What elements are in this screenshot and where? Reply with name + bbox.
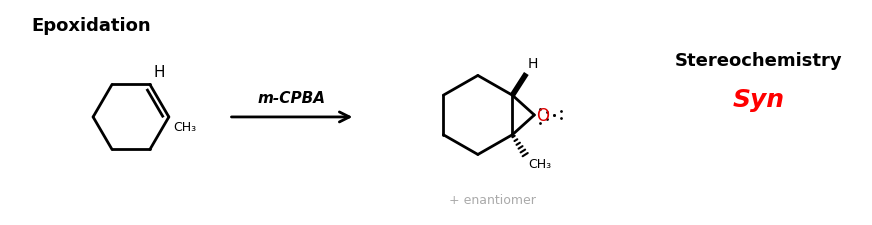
Text: O: O (536, 106, 549, 124)
Text: Syn: Syn (733, 88, 785, 112)
Text: + enantiomer: + enantiomer (449, 193, 536, 206)
Text: H: H (153, 65, 166, 80)
Text: Stereochemistry: Stereochemistry (675, 52, 842, 70)
Text: Epoxidation: Epoxidation (31, 17, 151, 35)
Text: H: H (528, 56, 538, 70)
Text: m-CPBA: m-CPBA (258, 91, 326, 106)
Text: CH₃: CH₃ (528, 158, 551, 171)
Text: CH₃: CH₃ (173, 120, 196, 133)
